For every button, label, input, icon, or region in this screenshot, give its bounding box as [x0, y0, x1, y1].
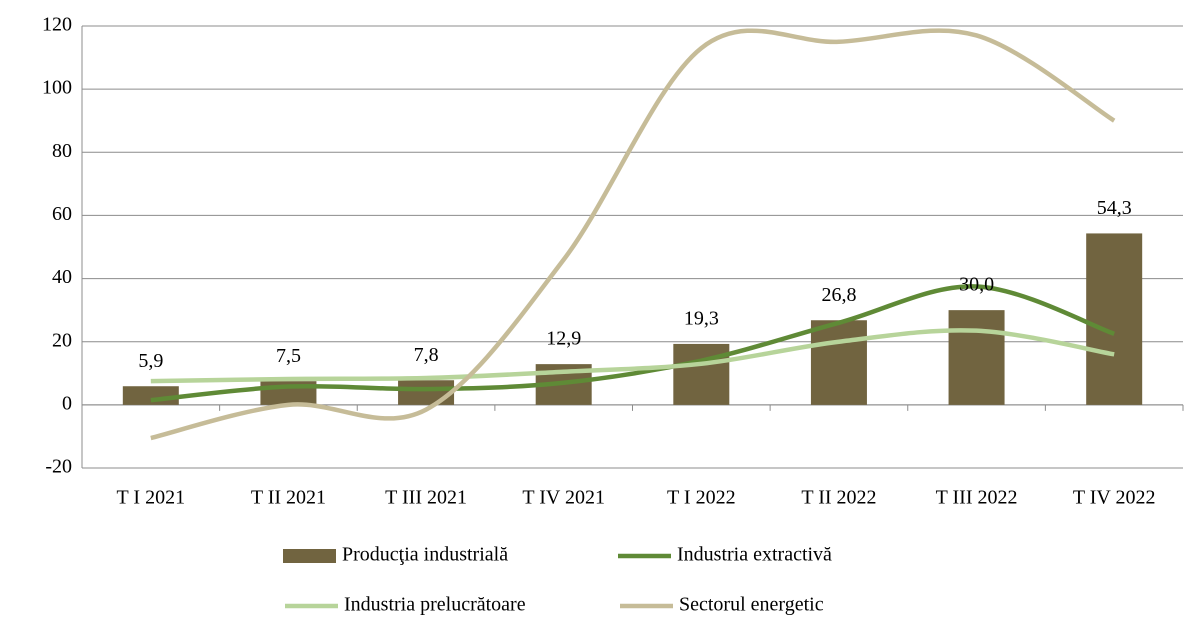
data-label: 19,3	[684, 308, 719, 330]
legend-swatch	[283, 549, 336, 563]
x-tick-label: T II 2022	[801, 487, 876, 509]
line	[150, 284, 1115, 403]
y-tick-label: 120	[42, 14, 72, 36]
x-tick-label: T IV 2022	[1073, 487, 1156, 509]
y-tick-label: 0	[62, 392, 72, 414]
x-tick-label: T I 2022	[667, 487, 736, 509]
bar	[1086, 233, 1143, 405]
data-label: 7,5	[276, 345, 301, 367]
x-tick-label: T III 2021	[385, 487, 467, 509]
bar	[810, 320, 867, 405]
y-tick-label: 40	[52, 266, 72, 288]
line	[150, 28, 1116, 441]
x-tick-label: T III 2022	[936, 487, 1018, 509]
bar	[673, 343, 730, 405]
bar	[948, 310, 1005, 405]
data-label: 7,8	[414, 344, 439, 366]
y-tick-label: 60	[52, 203, 72, 225]
x-tick-label: T IV 2021	[522, 487, 605, 509]
legend-label: Sectorul energetic	[679, 594, 824, 616]
bar	[398, 380, 455, 405]
legend-label: Industria extractivă	[677, 544, 832, 566]
line	[150, 328, 1115, 384]
y-tick-label: 20	[52, 329, 72, 351]
x-tick-label: T II 2021	[251, 487, 326, 509]
y-tick-label: 100	[42, 77, 72, 99]
legend-label: Producţia industrială	[342, 544, 508, 566]
data-label: 30,0	[959, 274, 994, 296]
data-label: 5,9	[138, 350, 163, 372]
legend-label: Industria prelucrătoare	[344, 594, 526, 616]
x-tick-label: T I 2021	[117, 487, 186, 509]
bar	[122, 386, 179, 405]
y-tick-label: -20	[45, 456, 72, 478]
data-label: 54,3	[1097, 197, 1132, 219]
data-label: 26,8	[821, 284, 856, 306]
data-label: 12,9	[546, 328, 581, 350]
y-tick-label: 80	[52, 140, 72, 162]
